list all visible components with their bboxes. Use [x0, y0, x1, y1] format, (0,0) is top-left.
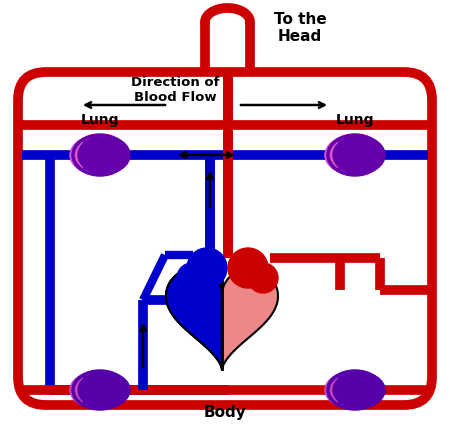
Ellipse shape: [328, 135, 382, 175]
Ellipse shape: [325, 136, 377, 174]
Circle shape: [177, 263, 207, 293]
Ellipse shape: [333, 136, 385, 174]
Text: Direction of
Blood Flow: Direction of Blood Flow: [131, 76, 219, 104]
Ellipse shape: [78, 136, 130, 174]
Circle shape: [248, 263, 278, 293]
Text: Lung: Lung: [81, 113, 119, 127]
Ellipse shape: [70, 372, 122, 408]
Ellipse shape: [73, 135, 127, 175]
Ellipse shape: [325, 372, 377, 408]
Polygon shape: [166, 268, 278, 369]
Circle shape: [228, 248, 268, 288]
Text: To the
Head: To the Head: [274, 12, 326, 44]
Ellipse shape: [70, 136, 122, 174]
Ellipse shape: [333, 372, 385, 408]
Ellipse shape: [73, 371, 127, 409]
Text: Lung: Lung: [336, 113, 374, 127]
Ellipse shape: [78, 372, 130, 408]
Ellipse shape: [328, 371, 382, 409]
Polygon shape: [166, 268, 222, 369]
Text: Body: Body: [203, 406, 247, 420]
Circle shape: [187, 248, 227, 288]
